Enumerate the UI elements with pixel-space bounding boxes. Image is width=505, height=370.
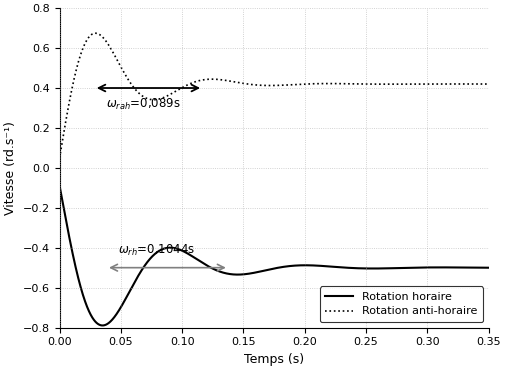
Rotation horaire — [485, 266, 491, 270]
Rotation anti-horaire — [485, 82, 491, 86]
Legend: Rotation horaire, Rotation anti-horaire: Rotation horaire, Rotation anti-horaire — [320, 286, 483, 322]
Line: Rotation anti-horaire: Rotation anti-horaire — [60, 33, 488, 158]
Rotation anti-horaire — [377, 82, 383, 86]
Rotation horaire — [336, 265, 342, 269]
Text: $\omega_{rh}$=0,1044s: $\omega_{rh}$=0,1044s — [118, 243, 195, 258]
Rotation anti-horaire — [221, 78, 227, 82]
Y-axis label: Vitesse (rd.s⁻¹): Vitesse (rd.s⁻¹) — [4, 121, 17, 215]
Rotation anti-horaire — [134, 90, 140, 94]
X-axis label: Temps (s): Temps (s) — [244, 353, 304, 366]
Rotation anti-horaire — [336, 81, 342, 86]
Rotation anti-horaire — [314, 81, 320, 86]
Rotation horaire — [99, 323, 106, 328]
Rotation horaire — [57, 184, 63, 188]
Rotation horaire — [377, 266, 383, 271]
Rotation anti-horaire — [57, 156, 63, 160]
Rotation horaire — [221, 270, 227, 275]
Rotation horaire — [134, 275, 140, 279]
Line: Rotation horaire: Rotation horaire — [60, 186, 488, 326]
Rotation horaire — [409, 266, 415, 270]
Text: $\omega_{rah}$=0,089s: $\omega_{rah}$=0,089s — [106, 97, 181, 112]
Rotation anti-horaire — [409, 82, 415, 86]
Rotation horaire — [314, 263, 320, 268]
Rotation anti-horaire — [92, 31, 98, 36]
